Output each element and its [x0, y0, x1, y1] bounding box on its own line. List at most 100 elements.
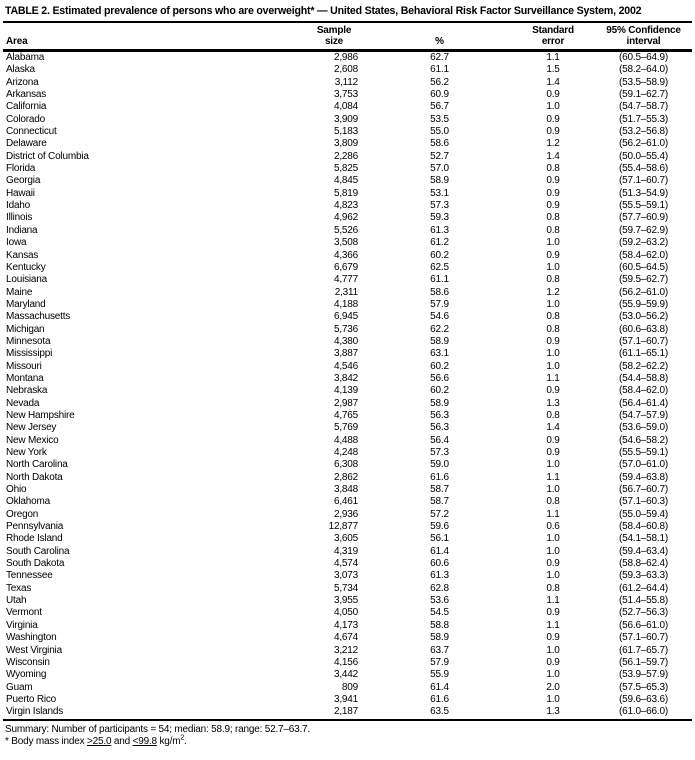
footnote-gte-value: >25.0 — [87, 735, 112, 747]
percent-cell: 59.6 — [430, 521, 449, 533]
percent-cell: 56.6 — [430, 372, 449, 384]
percent-cell: 61.6 — [430, 471, 449, 483]
sample-size-cell: 2,862 — [333, 471, 358, 483]
area-cell: Wisconsin — [6, 656, 50, 668]
sample-size-cell: 2,986 — [333, 52, 358, 63]
percent-cell: 58.8 — [430, 619, 449, 631]
standard-error-cell: 0.8 — [546, 311, 560, 323]
standard-error-cell: 1.1 — [546, 619, 560, 631]
standard-error-cell: 0.9 — [546, 89, 560, 101]
col-header-standard-error-line2: error — [541, 36, 565, 47]
confidence-interval-cell: (57.1–60.3) — [619, 496, 668, 508]
table-row: Montana 3,842 56.6 1.1 (54.4–58.8) — [3, 373, 692, 385]
area-cell: District of Columbia — [6, 150, 89, 162]
table-row: Tennessee 3,073 61.3 1.0 (59.3–63.3) — [3, 570, 692, 582]
area-cell: Nebraska — [6, 385, 48, 397]
col-header-sample-size-line1: Sample — [316, 25, 352, 36]
table-row: Oregon 2,936 57.2 1.1 (55.0–59.4) — [3, 509, 692, 521]
percent-cell: 58.7 — [430, 484, 449, 496]
standard-error-cell: 1.3 — [546, 706, 560, 718]
table-row: North Carolina 6,308 59.0 1.0 (57.0–61.0) — [3, 459, 692, 471]
percent-cell: 58.9 — [430, 632, 449, 644]
area-cell: North Carolina — [6, 459, 68, 471]
sample-size-cell: 4,139 — [333, 385, 358, 397]
area-cell: Illinois — [6, 212, 33, 224]
table-row: Florida 5,825 57.0 0.8 (55.4–58.6) — [3, 163, 692, 175]
standard-error-cell: 0.9 — [546, 187, 560, 199]
sample-size-cell: 5,825 — [333, 163, 358, 175]
table-row: Alabama 2,986 62.7 1.1 (60.5–64.9) — [3, 51, 692, 65]
area-cell: Texas — [6, 582, 32, 594]
percent-cell: 56.4 — [430, 434, 449, 446]
table-header: Area Sample size % Standard error 95% Co… — [3, 23, 692, 52]
standard-error-cell: 0.8 — [546, 163, 560, 175]
table-row: Colorado 3,909 53.5 0.9 (51.7–55.3) — [3, 114, 692, 126]
confidence-interval-cell: (50.0–55.4) — [619, 150, 668, 162]
percent-cell: 61.2 — [430, 237, 449, 249]
sample-size-cell: 4,188 — [333, 298, 358, 310]
standard-error-cell: 0.9 — [546, 175, 560, 187]
confidence-interval-cell: (61.0–66.0) — [619, 706, 668, 718]
standard-error-cell: 2.0 — [546, 681, 560, 693]
standard-error-cell: 0.9 — [546, 126, 560, 138]
confidence-interval-cell: (54.7–58.7) — [619, 101, 668, 113]
area-cell: Alabama — [6, 52, 45, 63]
standard-error-cell: 1.1 — [546, 372, 560, 384]
sample-size-cell: 4,546 — [333, 360, 358, 372]
confidence-interval-cell: (61.1–65.1) — [619, 348, 668, 360]
standard-error-cell: 1.4 — [546, 76, 560, 88]
table-row: Kansas 4,366 60.2 0.9 (58.4–62.0) — [3, 250, 692, 262]
standard-error-cell: 0.8 — [546, 409, 560, 421]
table-row: California 4,084 56.7 1.0 (54.7–58.7) — [3, 101, 692, 113]
confidence-interval-cell: (57.1–60.7) — [619, 632, 668, 644]
table-row: Nebraska 4,139 60.2 0.9 (58.4–62.0) — [3, 385, 692, 397]
area-cell: Georgia — [6, 175, 41, 187]
summary-line: Summary: Number of participants = 54; me… — [5, 723, 310, 735]
sample-size-cell: 4,765 — [333, 409, 358, 421]
percent-cell: 61.3 — [430, 224, 449, 236]
col-header-area: Area — [3, 23, 300, 52]
area-cell: Louisiana — [6, 274, 48, 286]
sample-size-cell: 5,769 — [333, 422, 358, 434]
confidence-interval-cell: (54.1–58.1) — [619, 533, 668, 545]
footnote-superscript: 2 — [180, 734, 185, 742]
area-cell: South Carolina — [6, 545, 70, 557]
confidence-interval-cell: (57.7–60.9) — [619, 212, 668, 224]
confidence-interval-cell: (58.4–60.8) — [619, 521, 668, 533]
prevalence-table: Area Sample size % Standard error 95% Co… — [3, 23, 692, 721]
percent-cell: 58.9 — [430, 335, 449, 347]
confidence-interval-cell: (56.2–61.0) — [619, 286, 668, 298]
sample-size-cell: 4,674 — [333, 632, 358, 644]
area-cell: New Mexico — [6, 434, 59, 446]
confidence-interval-cell: (59.2–63.2) — [619, 237, 668, 249]
confidence-interval-cell: (60.5–64.9) — [619, 52, 668, 63]
standard-error-cell: 1.0 — [546, 298, 560, 310]
confidence-interval-cell: (52.7–56.3) — [619, 607, 668, 619]
sample-size-cell: 3,941 — [333, 693, 358, 705]
standard-error-cell: 0.9 — [546, 335, 560, 347]
area-cell: Montana — [6, 372, 44, 384]
sample-size-cell: 4,777 — [333, 274, 358, 286]
standard-error-cell: 0.8 — [546, 274, 560, 286]
percent-cell: 53.1 — [430, 187, 449, 199]
standard-error-cell: 1.1 — [546, 595, 560, 607]
table-row: Minnesota 4,380 58.9 0.9 (57.1–60.7) — [3, 336, 692, 348]
percent-cell: 58.7 — [430, 496, 449, 508]
confidence-interval-cell: (59.4–63.4) — [619, 545, 668, 557]
sample-size-cell: 2,936 — [333, 508, 358, 520]
standard-error-cell: 0.9 — [546, 249, 560, 261]
col-header-confidence-interval: 95% Confidence interval — [595, 23, 692, 52]
col-header-percent: % — [368, 23, 511, 52]
percent-cell: 61.1 — [430, 274, 449, 286]
area-cell: Kansas — [6, 249, 39, 261]
table-row: New Hampshire 4,765 56.3 0.8 (54.7–57.9) — [3, 410, 692, 422]
confidence-interval-cell: (53.2–56.8) — [619, 126, 668, 138]
sample-size-cell: 3,073 — [333, 570, 358, 582]
sample-size-cell: 6,308 — [333, 459, 358, 471]
percent-cell: 62.5 — [430, 261, 449, 273]
sample-size-cell: 5,526 — [333, 224, 358, 236]
confidence-interval-cell: (51.4–55.8) — [619, 595, 668, 607]
area-cell: Arkansas — [6, 89, 47, 101]
percent-cell: 62.7 — [430, 52, 449, 63]
standard-error-cell: 1.2 — [546, 286, 560, 298]
